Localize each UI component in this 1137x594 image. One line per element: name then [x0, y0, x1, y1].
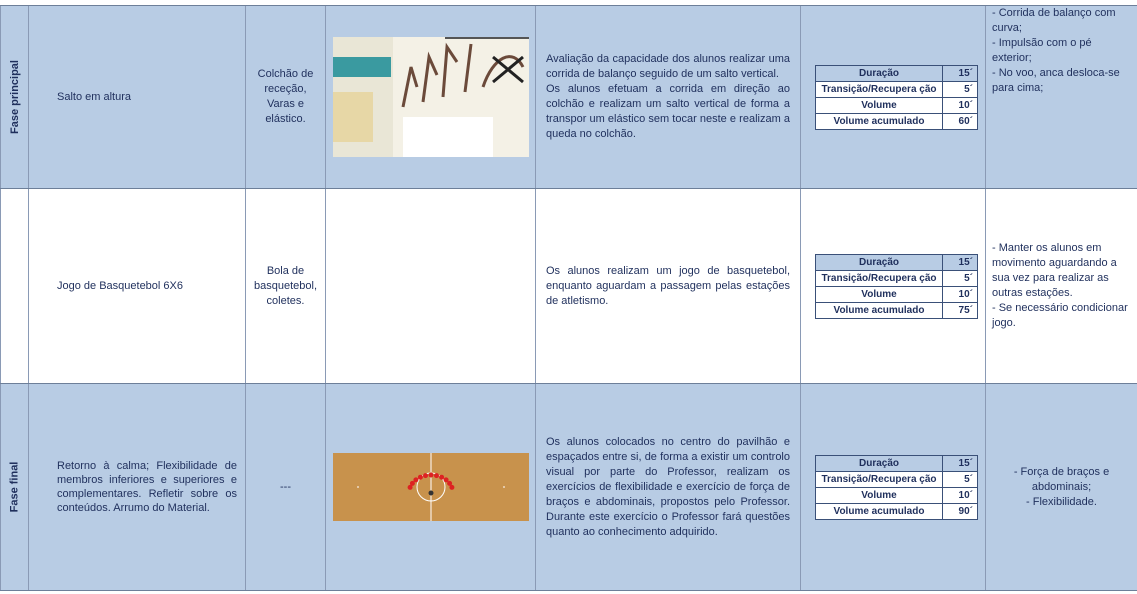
timing-value: 75´: [942, 301, 978, 319]
timing-table: Duração 15´ Transição/Recupera ção 5´ Volume…: [815, 64, 978, 130]
criteria-cell: - Manter os alunos em movimento aguardan…: [985, 189, 1137, 383]
timing-cell: Duração 15´ Transição/Recupera ção 5´ Volume…: [800, 384, 985, 590]
timing-table: Duração 15´ Transição/Recupera ção 5´ Volume…: [815, 454, 978, 520]
table-row: Jogo de Basquetebol 6X6 Bola de basqueteb…: [0, 188, 1137, 383]
timing-value: 10´: [942, 285, 978, 303]
timing-row: Duração 15´: [815, 253, 978, 271]
timing-label: Volume: [815, 96, 943, 114]
description-cell: Os alunos realizam um jogo de basquetebo…: [535, 189, 800, 383]
timing-value: 15´: [942, 454, 978, 472]
timing-label: Transição/Recupera ção: [815, 470, 943, 488]
court-diagram: [332, 453, 529, 521]
timing-value: 10´: [942, 96, 978, 114]
image-cell: [325, 6, 535, 188]
timing-label: Duração: [815, 253, 943, 271]
timing-row: Transição/Recupera ção 5´: [815, 269, 978, 287]
timing-table: Duração 15´ Transição/Recupera ção 5´ Volume…: [815, 253, 978, 319]
timing-value: 5´: [942, 470, 978, 488]
task-text: Jogo de Basquetebol 6X6: [57, 280, 183, 292]
timing-value: 5´: [942, 269, 978, 287]
timing-row: Volume 10´: [815, 96, 978, 114]
phase-cell: Fase final: [0, 384, 28, 590]
criteria-text: - Impulsão com o pé exterior;: [992, 37, 1092, 64]
timing-cell: Duração 15´ Transição/Recupera ção 5´ Volume…: [800, 189, 985, 383]
timing-label: Duração: [815, 64, 943, 82]
phase-cell: [0, 189, 28, 383]
description-text: Avaliação da capacidade dos alunos reali…: [546, 53, 790, 80]
phase-label: Fase final: [8, 461, 21, 513]
description-text: Os alunos efetuam a corrida em direção a…: [546, 83, 790, 140]
criteria-text: - Manter os alunos em movimento aguardan…: [992, 242, 1117, 299]
timing-value: 10´: [942, 486, 978, 504]
timing-row: Volume acumulado 60´: [815, 112, 978, 130]
task-text: Retorno à calma; Flexibilidade de membro…: [57, 460, 237, 514]
timing-value: 15´: [942, 64, 978, 82]
criteria-cell: - Força de braços e abdominais; - Flexibi…: [985, 384, 1137, 590]
timing-label: Volume acumulado: [815, 112, 943, 130]
timing-row: Transição/Recupera ção 5´: [815, 80, 978, 98]
timing-value: 5´: [942, 80, 978, 98]
timing-row: Volume acumulado 75´: [815, 301, 978, 319]
material-cell: Bola de basquetebol, coletes.: [245, 189, 325, 383]
criteria-text: - Corrida de balanço com curva;: [992, 7, 1116, 34]
timing-cell: Duração 15´ Transição/Recupera ção 5´ Volume…: [800, 6, 985, 188]
material-text: ---: [280, 480, 291, 493]
timing-value: 15´: [942, 253, 978, 271]
description-cell: Avaliação da capacidade dos alunos reali…: [535, 6, 800, 188]
task-text: Salto em altura: [57, 91, 131, 103]
timing-label: Volume: [815, 486, 943, 504]
criteria-text: - Se necessário condicionar jogo.: [992, 302, 1128, 329]
description-text: Os alunos colocados no centro do pavilhã…: [546, 435, 790, 538]
timing-label: Volume acumulado: [815, 301, 943, 319]
material-text: Bola de basquetebol, coletes.: [254, 264, 317, 307]
timing-value: 90´: [942, 502, 978, 520]
task-cell: Jogo de Basquetebol 6X6: [28, 189, 245, 383]
timing-value: 60´: [942, 112, 978, 130]
phase-label: Fase principal: [8, 60, 21, 134]
timing-label: Volume: [815, 285, 943, 303]
criteria-cell: - Corrida de balanço com curva; - Impulsã…: [985, 6, 1137, 188]
material-text: Colchão de receção, Varas e elástico.: [257, 68, 314, 125]
timing-row: Volume 10´: [815, 486, 978, 504]
timing-label: Duração: [815, 454, 943, 472]
material-cell: Colchão de receção, Varas e elástico.: [245, 6, 325, 188]
timing-row: Volume 10´: [815, 285, 978, 303]
criteria-text: - No voo, anca desloca-se para cima;: [992, 67, 1120, 94]
image-cell: [325, 384, 535, 590]
table-row: Fase principal Salto em altura Colchão de …: [0, 5, 1137, 188]
timing-row: Volume acumulado 90´: [815, 502, 978, 520]
timing-label: Volume acumulado: [815, 502, 943, 520]
timing-label: Transição/Recupera ção: [815, 269, 943, 287]
criteria-text: - Força de braços e abdominais;: [1013, 465, 1110, 493]
timing-row: Transição/Recupera ção 5´: [815, 470, 978, 488]
description-cell: Os alunos colocados no centro do pavilhã…: [535, 384, 800, 590]
high-jump-illustration: [332, 37, 529, 157]
task-cell: Salto em altura: [28, 6, 245, 188]
timing-label: Transição/Recupera ção: [815, 80, 943, 98]
material-cell: ---: [245, 384, 325, 590]
timing-row: Duração 15´: [815, 64, 978, 82]
image-cell: [325, 189, 535, 383]
criteria-text: - Flexibilidade.: [1026, 495, 1097, 508]
phase-cell: Fase principal: [0, 6, 28, 188]
table-bottom-border: [0, 590, 1137, 591]
task-cell: Retorno à calma; Flexibilidade de membro…: [28, 384, 245, 590]
table-row: Fase final Retorno à calma; Flexibilidade…: [0, 383, 1137, 590]
description-text: Os alunos realizam um jogo de basquetebo…: [546, 264, 790, 307]
timing-row: Duração 15´: [815, 454, 978, 472]
